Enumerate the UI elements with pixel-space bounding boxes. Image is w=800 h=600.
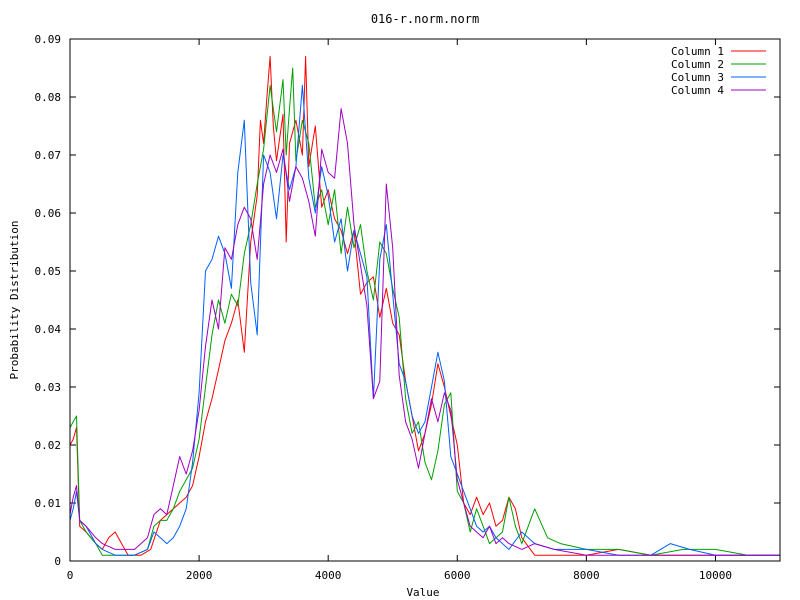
x-tick-label: 6000 (444, 569, 471, 582)
series-layer (69, 55, 780, 556)
y-tick-label: 0.05 (35, 265, 62, 278)
x-tick-label: 2000 (186, 569, 213, 582)
x-axis-title: Value (406, 586, 439, 599)
plot-frame (69, 38, 781, 562)
y-tick-label: 0 (54, 555, 61, 568)
x-tick-label: 0 (67, 569, 74, 582)
y-tick-label: 0.01 (35, 497, 62, 510)
series-line-column-2 (69, 67, 780, 556)
y-tick-label: 0.04 (35, 323, 62, 336)
x-tick-label: 10000 (699, 569, 732, 582)
y-tick-label: 0.06 (35, 207, 62, 220)
series-line-column-1 (69, 55, 780, 556)
y-tick-label: 0.09 (35, 33, 62, 46)
legend-label: Column 2 (671, 58, 724, 71)
y-axis-title: Probability Distribution (8, 221, 21, 380)
legend-label: Column 1 (671, 45, 724, 58)
legend-label: Column 4 (671, 84, 724, 97)
legend-label: Column 3 (671, 71, 724, 84)
series-line-column-4 (69, 108, 780, 556)
x-tick-label: 8000 (573, 569, 600, 582)
y-tick-label: 0.08 (35, 91, 62, 104)
y-tick-label: 0.07 (35, 149, 62, 162)
x-tick-label: 4000 (315, 569, 342, 582)
y-axis-title-group: Probability Distribution (8, 221, 21, 380)
axis-ticks: 0 0.01 0.02 0.03 0.04 0.05 0.06 0.07 0.08 0.09 0 20… (35, 33, 780, 582)
y-tick-label: 0.02 (35, 439, 62, 452)
chart-title: 016-r.norm.norm (371, 12, 479, 26)
y-tick-label: 0.03 (35, 381, 62, 394)
series-line-column-3 (69, 84, 780, 556)
